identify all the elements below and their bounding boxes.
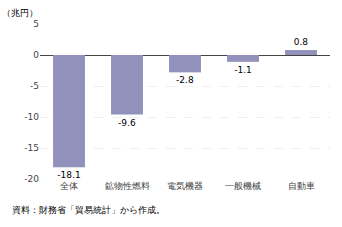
svg-text:一般機械: 一般機械	[225, 181, 261, 191]
svg-text:全体: 全体	[60, 181, 78, 191]
svg-text:-15: -15	[24, 143, 39, 153]
svg-text:0: 0	[33, 50, 39, 60]
svg-text:-2.8: -2.8	[176, 75, 194, 85]
svg-text:5: 5	[33, 19, 39, 29]
svg-text:電気機器: 電気機器	[167, 181, 203, 191]
svg-text:自動車: 自動車	[288, 181, 315, 191]
svg-text:鉱物性燃料: 鉱物性燃料	[105, 181, 150, 191]
svg-text:（兆円）: （兆円）	[2, 8, 38, 18]
svg-text:-1.1: -1.1	[234, 65, 252, 75]
svg-text:0.8: 0.8	[294, 37, 309, 47]
svg-text:-10: -10	[24, 112, 39, 122]
svg-text:-18.1: -18.1	[57, 170, 80, 180]
svg-text:-20: -20	[24, 174, 39, 184]
svg-text:-5: -5	[30, 81, 39, 91]
svg-text:資料：財務省「貿易統計」から作成。: 資料：財務省「貿易統計」から作成。	[12, 205, 165, 215]
svg-text:-9.6: -9.6	[118, 118, 136, 128]
